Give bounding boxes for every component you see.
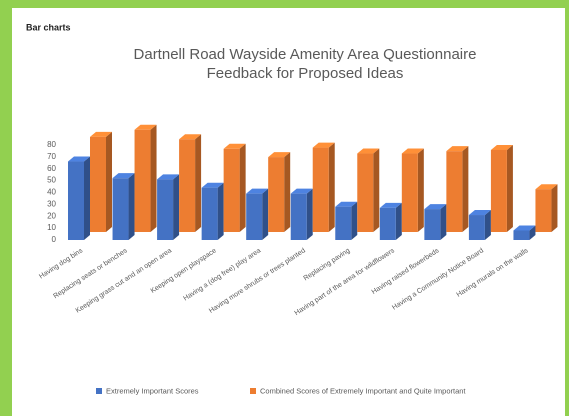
y-tick-label: 30 xyxy=(47,199,56,208)
bar-side xyxy=(484,210,491,240)
bar-top xyxy=(201,182,224,188)
bar xyxy=(90,136,106,232)
legend-swatch xyxy=(250,388,256,394)
bar-side xyxy=(395,202,402,240)
bar-top xyxy=(179,134,202,140)
bar-top xyxy=(246,188,269,194)
bar-top xyxy=(357,148,380,154)
bar-side xyxy=(239,143,246,232)
bar xyxy=(513,230,530,240)
legend-swatch xyxy=(96,388,102,394)
bar-side xyxy=(106,131,112,232)
bar-side xyxy=(440,204,447,240)
bar-side xyxy=(262,188,269,240)
bar xyxy=(446,151,463,232)
bar-top xyxy=(68,156,90,162)
bar-side xyxy=(306,188,313,240)
bar-top xyxy=(90,131,112,137)
bar xyxy=(290,193,307,240)
bar xyxy=(246,193,263,240)
bar-top xyxy=(312,142,335,148)
bar-side xyxy=(284,152,291,232)
bar-side xyxy=(506,144,513,232)
bar-side xyxy=(551,184,558,232)
bar xyxy=(268,157,285,232)
y-tick-label: 20 xyxy=(47,211,56,220)
bar xyxy=(335,206,352,240)
bar-side xyxy=(173,174,180,240)
bar-top xyxy=(468,210,491,216)
bar-side xyxy=(128,173,135,240)
y-tick-label: 40 xyxy=(47,188,56,197)
bar-side xyxy=(351,201,358,240)
bar-top xyxy=(223,143,246,149)
bar xyxy=(424,209,441,240)
y-tick-label: 60 xyxy=(47,164,56,173)
bar-top xyxy=(424,204,447,210)
bar-top xyxy=(112,173,135,179)
bar xyxy=(312,147,329,232)
bar-side xyxy=(217,182,224,240)
bar xyxy=(201,187,218,240)
chart-title: Feedback for Proposed Ideas xyxy=(207,65,404,82)
legend-label: Extremely Important Scores xyxy=(106,386,199,395)
bar xyxy=(157,179,174,240)
chart-title: Dartnell Road Wayside Amenity Area Quest… xyxy=(134,46,477,63)
bar-top xyxy=(134,124,157,130)
legend-label: Combined Scores of Extremely Important a… xyxy=(260,386,466,395)
bar-side xyxy=(417,148,424,232)
bar-top xyxy=(157,174,180,180)
bar-top xyxy=(535,184,558,190)
bar-side xyxy=(373,148,380,232)
bar xyxy=(223,148,240,232)
y-tick-label: 80 xyxy=(47,140,56,149)
bar-top xyxy=(379,202,402,208)
y-tick-label: 70 xyxy=(47,152,56,161)
bar-top xyxy=(513,225,536,231)
bar xyxy=(535,189,552,232)
bar-side xyxy=(150,124,157,232)
y-tick-label: 10 xyxy=(47,223,56,232)
y-tick-label: 50 xyxy=(47,176,56,185)
bar xyxy=(379,207,396,240)
bar xyxy=(68,161,84,240)
bar-side xyxy=(195,134,202,232)
bar-side xyxy=(84,156,90,240)
bar xyxy=(357,153,374,232)
bar xyxy=(468,215,485,240)
bar-top xyxy=(490,144,513,150)
bar xyxy=(112,178,129,240)
bar-side xyxy=(462,146,469,232)
bar-side xyxy=(328,142,335,232)
bar xyxy=(490,149,507,232)
bar-top xyxy=(290,188,313,194)
bar-top xyxy=(268,152,291,158)
bar-top xyxy=(401,148,424,154)
bar-top xyxy=(446,146,469,152)
y-tick-label: 0 xyxy=(52,235,57,244)
bar-top xyxy=(335,201,358,207)
bar-side xyxy=(529,225,536,240)
bar xyxy=(179,139,196,232)
section-label: Bar charts xyxy=(26,22,71,32)
bar xyxy=(134,129,151,232)
bar xyxy=(401,153,418,232)
